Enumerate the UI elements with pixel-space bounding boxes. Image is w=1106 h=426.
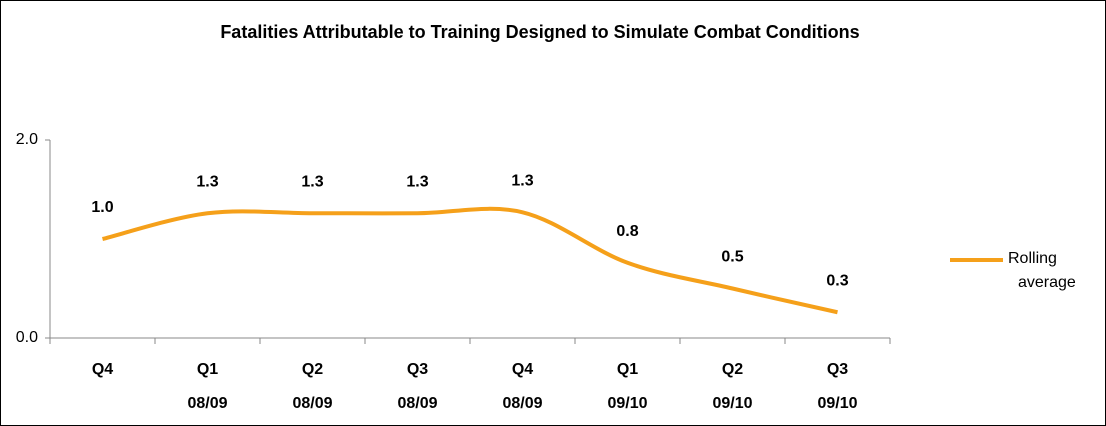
y-tick-label: 0.0 <box>16 329 38 346</box>
x-tick-label: Q3 08/09 <box>397 361 437 412</box>
x-tick-label: Q4 <box>92 361 113 378</box>
x-tick-label: Q1 09/10 <box>607 361 647 412</box>
data-label: 0.5 <box>721 249 743 266</box>
data-label: 1.3 <box>511 172 533 189</box>
x-tick-label: Q4 08/09 <box>502 361 542 412</box>
data-label: 1.3 <box>196 173 218 190</box>
series-line <box>102 206 838 315</box>
data-label: 1.3 <box>406 173 428 190</box>
data-label: 0.8 <box>616 223 638 240</box>
x-tick-label: Q2 09/10 <box>712 361 752 412</box>
legend-label: Rolling average <box>1008 250 1076 291</box>
x-tick-label: Q2 08/09 <box>292 361 332 412</box>
data-label: 1.0 <box>91 199 113 216</box>
y-tick-label: 2.0 <box>16 131 38 148</box>
x-tick-label: Q3 09/10 <box>817 361 857 412</box>
data-label: 1.3 <box>301 173 323 190</box>
x-tick-label: Q1 08/09 <box>187 361 227 412</box>
data-label: 0.3 <box>826 272 848 289</box>
chart-title: Fatalities Attributable to Training Desi… <box>220 22 859 42</box>
